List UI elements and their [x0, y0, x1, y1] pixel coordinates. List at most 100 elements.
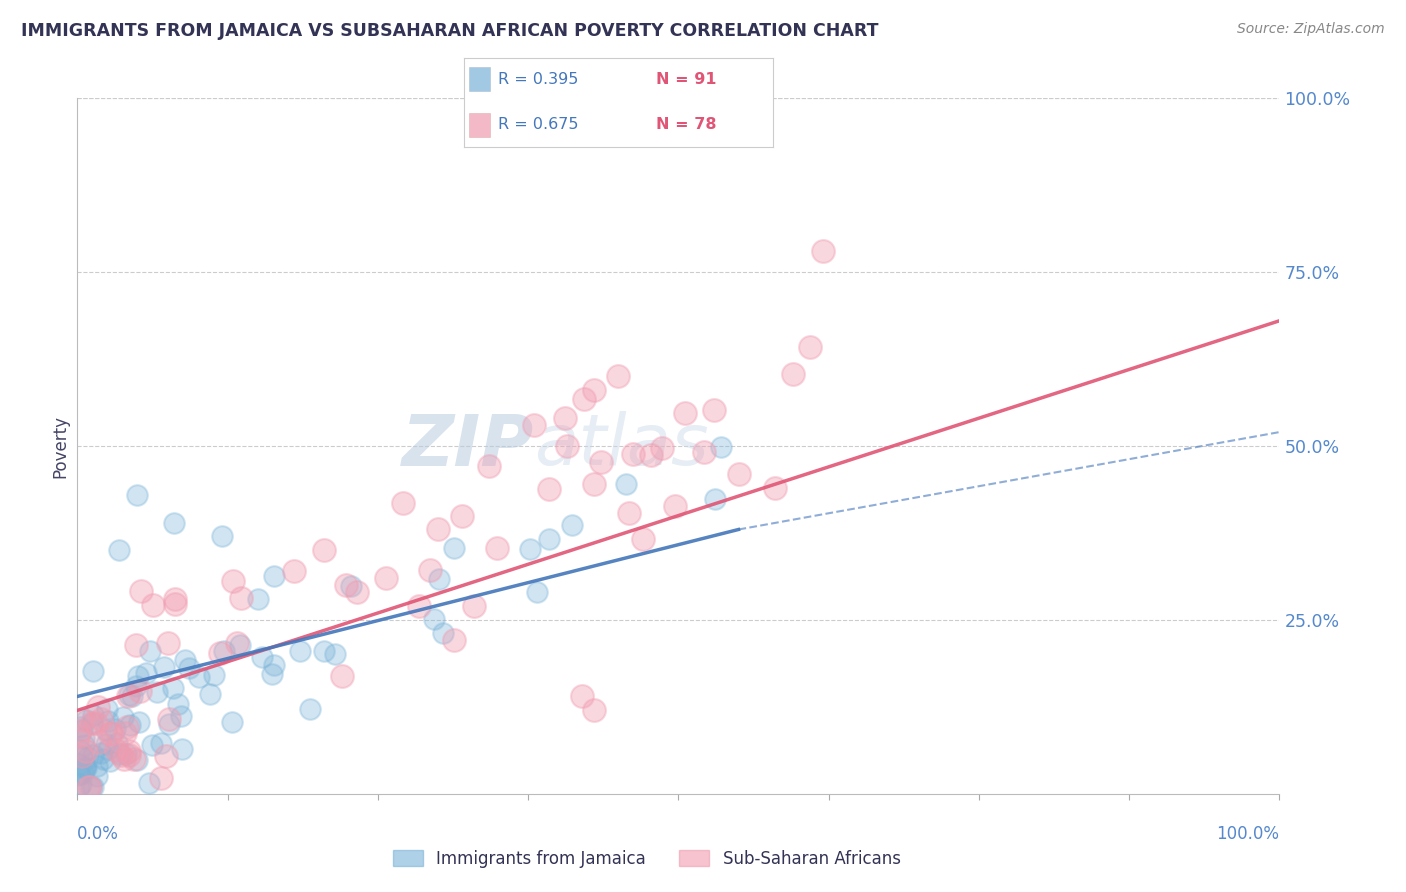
Point: [173, 653, 195, 667]
Point: [115, 720, 138, 734]
Point: [312, 644, 335, 658]
Point: [288, 644, 311, 658]
Point: [432, 626, 454, 640]
Point: [128, 683, 150, 698]
Point: [73, 731, 96, 746]
Text: R = 0.675: R = 0.675: [498, 118, 578, 132]
Point: [419, 563, 441, 577]
Point: [69, 720, 91, 734]
Point: [96, 702, 118, 716]
Point: [98, 727, 121, 741]
Point: [112, 709, 135, 723]
Point: [323, 647, 346, 661]
Point: [84, 715, 107, 730]
Point: [523, 418, 546, 433]
Point: [75, 761, 97, 775]
Point: [165, 591, 187, 606]
Point: [122, 752, 145, 766]
Point: [537, 482, 560, 496]
Point: [422, 612, 444, 626]
Point: [782, 367, 804, 381]
Point: [94, 723, 117, 737]
Point: [67, 767, 90, 781]
Point: [225, 636, 247, 650]
Point: [155, 749, 177, 764]
Point: [82, 664, 104, 678]
Text: N = 78: N = 78: [655, 118, 716, 132]
Point: [75, 744, 97, 758]
Point: [811, 244, 834, 259]
Point: [114, 747, 136, 761]
Point: [149, 772, 172, 786]
Point: [211, 529, 233, 543]
Point: [163, 597, 186, 611]
Point: [142, 598, 165, 612]
Point: [89, 735, 111, 749]
Point: [73, 738, 96, 752]
Point: [66, 729, 89, 743]
Point: [117, 747, 139, 762]
Point: [124, 679, 146, 693]
Point: [118, 717, 141, 731]
Point: [187, 670, 209, 684]
Point: [97, 714, 120, 729]
Point: [298, 702, 321, 716]
Point: [478, 458, 501, 473]
Point: [485, 541, 508, 555]
Point: [229, 638, 252, 652]
Point: [537, 532, 560, 546]
Point: [94, 737, 117, 751]
Point: [443, 633, 465, 648]
Point: [727, 467, 749, 481]
Point: [208, 646, 231, 660]
Text: N = 91: N = 91: [655, 72, 716, 87]
Point: [86, 769, 108, 783]
Point: [263, 569, 285, 583]
Point: [591, 455, 613, 469]
Point: [114, 725, 136, 739]
Point: [631, 532, 654, 546]
Point: [138, 776, 160, 790]
Point: [162, 681, 184, 695]
Point: [157, 636, 180, 650]
Point: [177, 660, 200, 674]
Point: [427, 573, 450, 587]
Point: [640, 448, 662, 462]
Point: [704, 491, 727, 506]
Point: [105, 743, 128, 757]
Point: [97, 741, 120, 756]
Point: [408, 599, 430, 613]
Point: [198, 687, 221, 701]
Point: [127, 488, 149, 502]
Point: [374, 571, 396, 585]
Y-axis label: Poverty: Poverty: [51, 415, 69, 477]
Point: [443, 541, 465, 555]
Point: [69, 742, 91, 756]
Point: [98, 754, 121, 768]
Point: [526, 585, 548, 599]
FancyBboxPatch shape: [468, 67, 491, 92]
Point: [340, 579, 363, 593]
Point: [157, 717, 180, 731]
Point: [162, 516, 184, 530]
Point: [555, 439, 578, 453]
Point: [202, 668, 225, 682]
Point: [451, 508, 474, 523]
Point: [572, 392, 595, 406]
Point: [152, 660, 174, 674]
Point: [77, 750, 100, 764]
Text: ZIP: ZIP: [402, 411, 534, 481]
Text: atlas: atlas: [534, 411, 709, 481]
Point: [67, 757, 90, 772]
Point: [554, 411, 576, 425]
Point: [582, 476, 605, 491]
Point: [583, 384, 606, 398]
Point: [150, 736, 173, 750]
Point: [229, 591, 252, 606]
Point: [76, 780, 98, 794]
Point: [673, 406, 696, 420]
Point: [519, 541, 541, 556]
Point: [82, 747, 104, 762]
Point: [146, 684, 169, 698]
Point: [335, 577, 357, 591]
